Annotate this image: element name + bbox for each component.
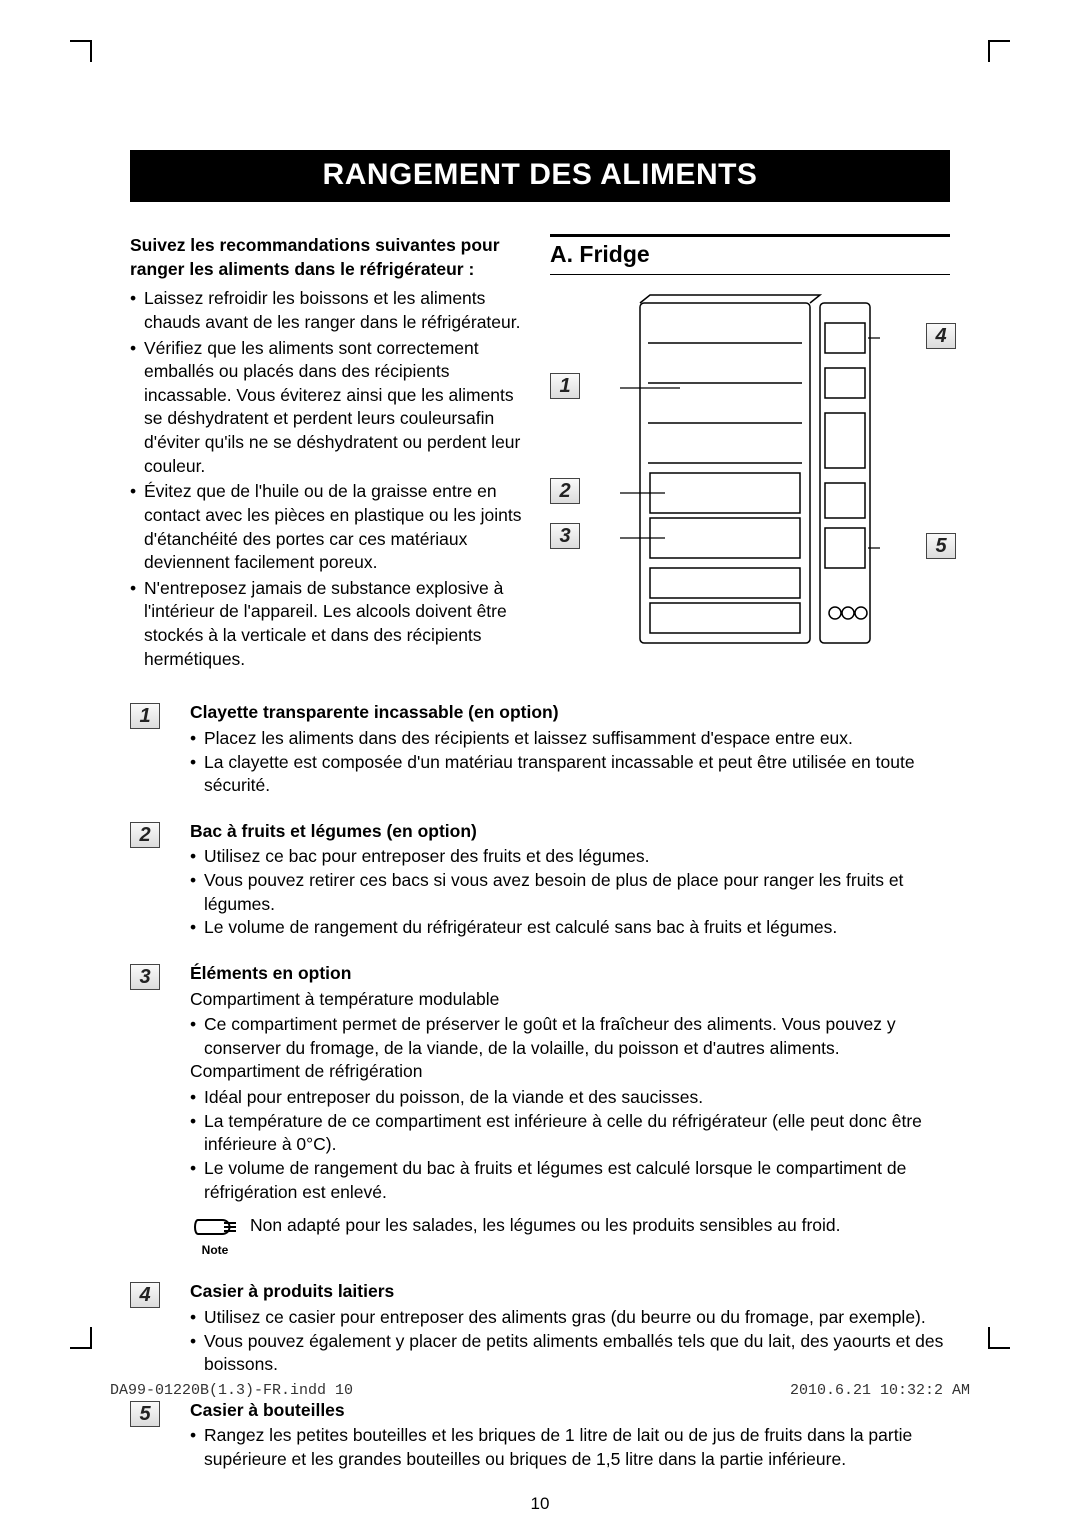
diagram-callout-2: 2 <box>550 478 584 513</box>
page-number: 10 <box>130 1494 950 1514</box>
diagram-callout-1: 1 <box>550 373 584 408</box>
item-bullet: Ce compartiment permet de préserver le g… <box>190 1013 950 1060</box>
guideline-item: Évitez que de l'huile ou de la graisse e… <box>130 480 530 575</box>
footer-right: 2010.6.21 10:32:2 AM <box>790 1382 970 1399</box>
left-column: Suivez les recommandations suivantes pou… <box>130 234 530 673</box>
item-bullet: Le volume de rangement du réfrigérateur … <box>190 916 950 940</box>
item-badge: 3 <box>130 962 174 1258</box>
note-block: Note Non adapté pour les salades, les lé… <box>190 1214 950 1258</box>
crop-mark <box>988 40 990 62</box>
guideline-item: N'entreposez jamais de substance explosi… <box>130 577 530 672</box>
page: RANGEMENT DES ALIMENTS Suivez les recomm… <box>0 0 1080 1469</box>
item-5: 5 Casier à bouteilles Rangez les petites… <box>130 1399 950 1472</box>
item-bullet: Le volume de rangement du bac à fruits e… <box>190 1157 950 1204</box>
num-badge: 4 <box>926 323 960 353</box>
item-title: Bac à fruits et légumes (en option) <box>190 820 950 844</box>
item-bullet: La température de ce compartiment est in… <box>190 1110 950 1157</box>
item-3: 3 Éléments en option Compartiment à temp… <box>130 962 950 1258</box>
crop-mark <box>70 40 92 42</box>
note-icon: Note <box>190 1214 240 1258</box>
item-title: Éléments en option <box>190 962 950 986</box>
content-area: RANGEMENT DES ALIMENTS Suivez les recomm… <box>130 150 950 1514</box>
intro-heading: Suivez les recommandations suivantes pou… <box>130 234 530 281</box>
subheading: Compartiment à température modulable <box>190 988 950 1012</box>
diagram-callout-5: 5 <box>926 533 960 568</box>
item-title: Clayette transparente incassable (en opt… <box>190 701 950 725</box>
print-footer: DA99-01220B(1.3)-FR.indd 10 2010.6.21 10… <box>110 1382 970 1399</box>
item-badge: 2 <box>130 820 174 940</box>
guidelines-list: Laissez refroidir les boissons et les al… <box>130 287 530 671</box>
item-text: Casier à produits laitiers Utilisez ce c… <box>190 1280 950 1377</box>
item-1: 1 Clayette transparente incassable (en o… <box>130 701 950 798</box>
item-bullet: Utilisez ce casier pour entreposer des a… <box>190 1306 950 1330</box>
crop-mark <box>90 40 92 62</box>
crop-mark <box>90 1327 92 1349</box>
item-bullet: Utilisez ce bac pour entreposer des frui… <box>190 845 950 869</box>
footer-left: DA99-01220B(1.3)-FR.indd 10 <box>110 1382 353 1399</box>
page-title: RANGEMENT DES ALIMENTS <box>130 150 950 202</box>
note-text: Non adapté pour les salades, les légumes… <box>250 1214 950 1238</box>
item-badge: 5 <box>130 1399 174 1472</box>
item-text: Clayette transparente incassable (en opt… <box>190 701 950 798</box>
num-badge: 1 <box>550 373 584 403</box>
two-column-row: Suivez les recommandations suivantes pou… <box>130 234 950 673</box>
guideline-item: Laissez refroidir les boissons et les al… <box>130 287 530 334</box>
subheading: Compartiment de réfrigération <box>190 1060 950 1084</box>
item-title: Casier à bouteilles <box>190 1399 950 1423</box>
item-4: 4 Casier à produits laitiers Utilisez ce… <box>130 1280 950 1377</box>
item-text: Éléments en option Compartiment à tempér… <box>190 962 950 1258</box>
item-text: Casier à bouteilles Rangez les petites b… <box>190 1399 950 1472</box>
crop-mark <box>988 40 1010 42</box>
right-column: A. Fridge <box>550 234 950 673</box>
diagram-callout-4: 4 <box>926 323 960 358</box>
item-bullet: Rangez les petites bouteilles et les bri… <box>190 1424 950 1471</box>
item-bullet: Idéal pour entreposer du poisson, de la … <box>190 1086 950 1110</box>
fridge-diagram: 1 2 3 4 5 <box>550 293 950 663</box>
item-text: Bac à fruits et légumes (en option) Util… <box>190 820 950 940</box>
item-bullet: Vous pouvez retirer ces bacs si vous ave… <box>190 869 950 916</box>
num-badge: 3 <box>550 523 584 553</box>
crop-mark <box>988 1347 1010 1349</box>
guideline-item: Vérifiez que les aliments sont correctem… <box>130 337 530 479</box>
item-bullet: La clayette est composée d'un matériau t… <box>190 751 950 798</box>
item-title: Casier à produits laitiers <box>190 1280 950 1304</box>
note-label: Note <box>190 1242 240 1258</box>
item-bullet: Placez les aliments dans des récipients … <box>190 727 950 751</box>
item-2: 2 Bac à fruits et légumes (en option) Ut… <box>130 820 950 940</box>
item-badge: 1 <box>130 701 174 798</box>
numbered-item-list: 1 Clayette transparente incassable (en o… <box>130 701 950 1471</box>
section-heading: A. Fridge <box>550 234 950 275</box>
item-bullet: Vous pouvez également y placer de petits… <box>190 1330 950 1377</box>
crop-mark <box>988 1327 990 1349</box>
item-badge: 4 <box>130 1280 174 1377</box>
num-badge: 5 <box>926 533 960 563</box>
num-badge: 2 <box>550 478 584 508</box>
fridge-svg <box>620 293 880 653</box>
diagram-callout-3: 3 <box>550 523 584 558</box>
crop-mark <box>70 1347 92 1349</box>
